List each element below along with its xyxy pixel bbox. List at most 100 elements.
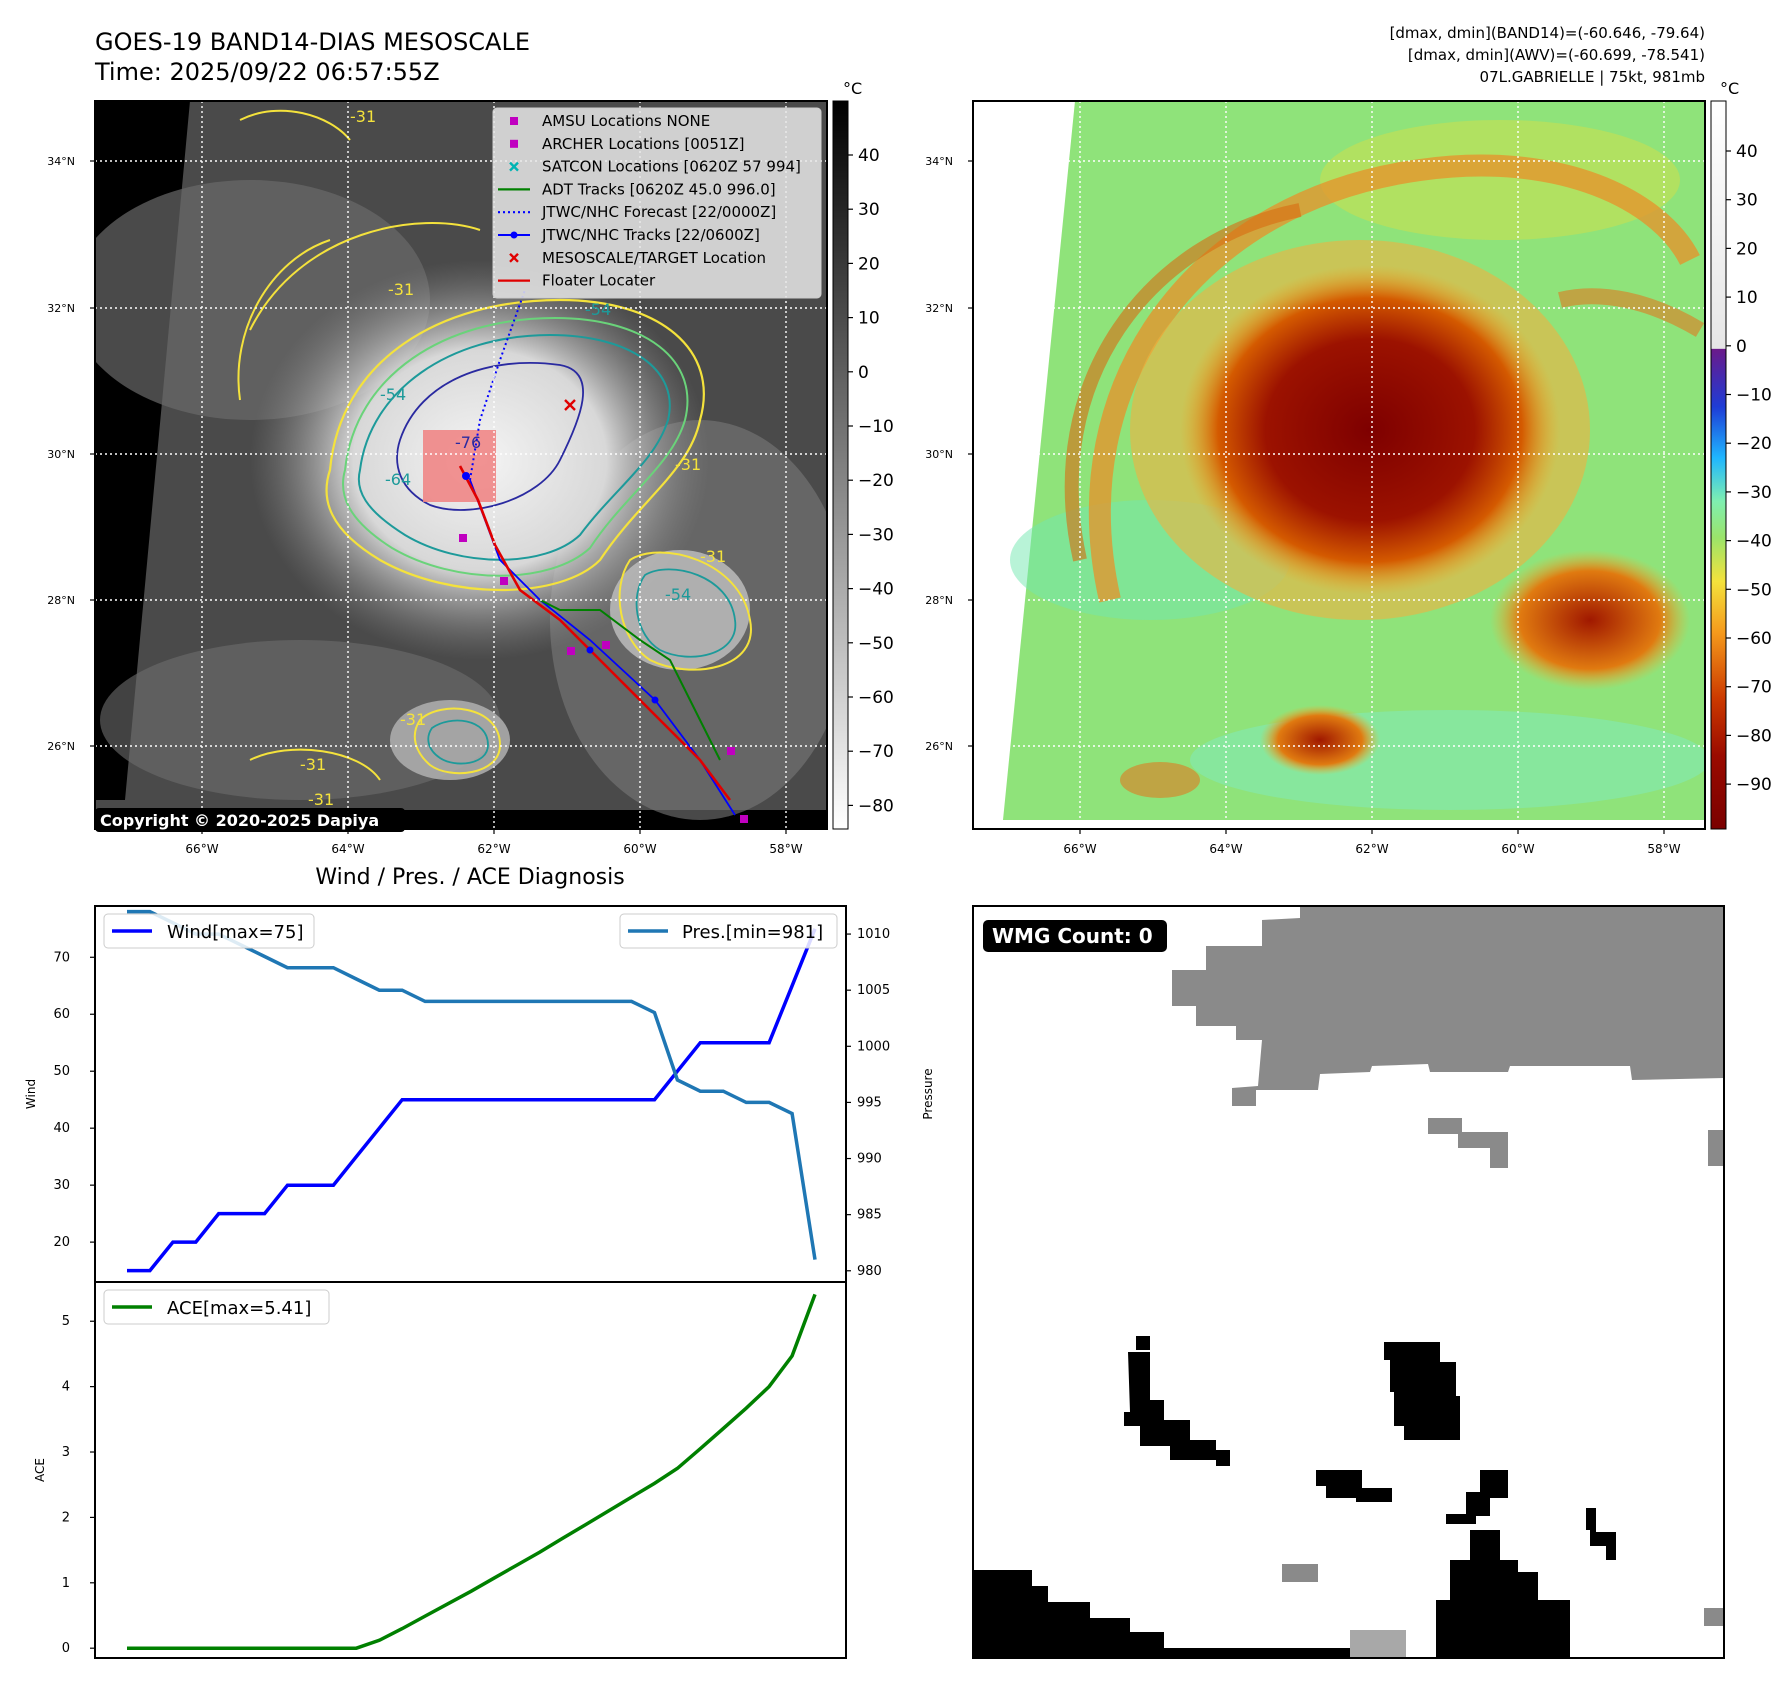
lat-tick-label: 26°N: [47, 740, 75, 753]
legend-label: JTWC/NHC Forecast [22/0000Z]: [541, 203, 776, 221]
contour-label: -31: [400, 710, 426, 729]
lon-tick-label: 64°W: [331, 842, 364, 856]
lat-tick-label: 28°N: [925, 594, 953, 607]
contour-label: -31: [675, 455, 701, 474]
contour-label: -76: [455, 433, 481, 452]
ir-colorbar-unit: °C: [843, 79, 862, 98]
colorbar-tick-label: −20: [1736, 434, 1772, 454]
colorbar-tick-label: −40: [1736, 532, 1772, 552]
axis-tick-label: 60: [53, 1007, 70, 1022]
axis-tick-label: 1010: [857, 927, 890, 942]
colorbar-tick-label: −50: [1736, 580, 1772, 600]
legend-entry: ARCHER Locations [0051Z]: [510, 135, 745, 153]
axis-tick-label: 20: [53, 1235, 70, 1250]
legend-label: AMSU Locations NONE: [542, 112, 710, 130]
pressure-series-line: [127, 909, 817, 1260]
axis-tick-label: 1000: [857, 1039, 890, 1054]
wind-series-line: [127, 928, 817, 1273]
axis-tick-label: 990: [857, 1152, 882, 1167]
axis-tick-label: 30: [53, 1178, 70, 1193]
contour-label: -31: [350, 107, 376, 126]
legend-label: Floater Locater: [542, 272, 656, 290]
colorbar-tick-label: −60: [858, 688, 894, 708]
ir-colorbar: °C 40 30 20 10 0 −10 −20 −30 −40 −50 −60 −70 −80: [832, 79, 894, 830]
copyright-text: Copyright © 2020-2025 Dapiya: [100, 811, 379, 830]
colorbar-tick-label: 0: [858, 363, 869, 383]
wind-pressure-chart: 70 60 50 40 30 20 1010 1005 1000 995 990 985 980 Wi…: [24, 905, 935, 1283]
lat-tick-label: 34°N: [47, 155, 75, 168]
ace-legend-label: ACE[max=5.41]: [167, 1298, 311, 1319]
awv-colorbar-unit: °C: [1720, 79, 1739, 98]
axis-tick-label: 1005: [857, 983, 890, 998]
lon-tick-label: 62°W: [1355, 842, 1388, 856]
axis-tick-label: 4: [62, 1380, 70, 1395]
contour-label: -54: [585, 300, 611, 319]
axis-tick-label: 2: [62, 1510, 70, 1525]
lat-tick-label: 32°N: [47, 302, 75, 315]
colorbar-tick-label: −10: [858, 417, 894, 437]
ir-legend: AMSU Locations NONE ARCHER Locations [005…: [492, 107, 822, 299]
legend-label: MESOSCALE/TARGET Location: [542, 249, 766, 267]
axis-tick-label: 0: [62, 1641, 70, 1656]
storm-info: 07L.GABRIELLE | 75kt, 981mb: [1480, 68, 1705, 86]
colorbar-tick-label: 20: [1736, 239, 1758, 259]
wind-legend-label: Wind[max=75]: [167, 922, 304, 943]
legend-marker-square: [510, 139, 518, 148]
contour-label: -31: [308, 790, 334, 809]
colorbar-tick-label: 30: [1736, 191, 1758, 211]
axis-tick-label: 3: [62, 1445, 70, 1460]
lat-tick-label: 32°N: [925, 302, 953, 315]
contour-label: -54: [665, 585, 691, 604]
axis-tick-label: 40: [53, 1121, 70, 1136]
lat-tick-label: 28°N: [47, 594, 75, 607]
axis-tick-label: 980: [857, 1264, 882, 1279]
awv-colorbar: °C 40 30 20 10 0 −10 −20 −30 −40 −50 −60 −70 −80 −90: [1710, 79, 1772, 830]
legend-entry: ADT Tracks [0620Z 45.0 996.0]: [498, 180, 776, 198]
lon-tick-label: 60°W: [1501, 842, 1534, 856]
colorbar-tick-label: −60: [1736, 629, 1772, 649]
legend-entry: JTWC/NHC Forecast [22/0000Z]: [498, 203, 776, 221]
wind-legend: Wind[max=75]: [103, 913, 315, 949]
wind-axis-label: Wind: [24, 1079, 38, 1109]
band14-stats: [dmax, dmin](BAND14)=(-60.646, -79.64): [1390, 24, 1705, 42]
lat-tick-label: 34°N: [925, 155, 953, 168]
awv-lon-axis: 66°W 64°W 62°W 60°W 58°W: [1063, 829, 1681, 856]
colorbar-tick-label: −70: [1736, 678, 1772, 698]
lon-tick-label: 66°W: [1063, 842, 1096, 856]
colorbar-tick-label: −30: [1736, 483, 1772, 503]
lat-tick-label: 30°N: [925, 448, 953, 461]
legend-marker-x: [509, 252, 519, 263]
axis-tick-label: 5: [62, 1314, 70, 1329]
colorbar-tick-label: 40: [1736, 142, 1758, 162]
ir-lon-axis: 66°W 64°W 62°W 60°W 58°W: [185, 829, 803, 856]
contour-label: -54: [380, 385, 406, 404]
ir-panel-frame: [94, 100, 828, 830]
lon-tick-label: 66°W: [185, 842, 218, 856]
colorbar-tick-label: −40: [858, 580, 894, 600]
lon-tick-label: 60°W: [623, 842, 656, 856]
colorbar-tick-label: 0: [1736, 337, 1747, 357]
lon-tick-label: 58°W: [769, 842, 802, 856]
legend-label: ADT Tracks [0620Z 45.0 996.0]: [542, 180, 776, 198]
colorbar-tick-label: −50: [858, 634, 894, 654]
colorbar-tick-label: −10: [1736, 386, 1772, 406]
lon-tick-label: 58°W: [1647, 842, 1680, 856]
pressure-legend-label: Pres.[min=981]: [682, 922, 823, 943]
axis-tick-label: 995: [857, 1095, 882, 1110]
colorbar-tick-label: 10: [858, 309, 880, 329]
pressure-axis-label: Pressure: [921, 1068, 935, 1119]
colorbar-tick-label: 40: [858, 146, 880, 166]
figure-time: Time: 2025/09/22 06:57:55Z: [94, 58, 440, 86]
legend-label: ARCHER Locations [0051Z]: [542, 135, 745, 153]
axis-tick-label: 985: [857, 1208, 882, 1223]
colorbar-tick-label: −30: [858, 525, 894, 545]
contour-label: -31: [388, 280, 414, 299]
colorbar-tick-label: 30: [858, 200, 880, 220]
ace-axis-label: ACE: [33, 1458, 47, 1482]
legend-marker-x: [509, 161, 519, 172]
ace-series-line: [127, 1293, 817, 1650]
legend-entry: SATCON Locations [0620Z 57 994]: [509, 158, 801, 176]
wmg-count-label: WMG Count: 0: [992, 924, 1153, 948]
diagnosis-title: Wind / Pres. / ACE Diagnosis: [315, 865, 624, 890]
